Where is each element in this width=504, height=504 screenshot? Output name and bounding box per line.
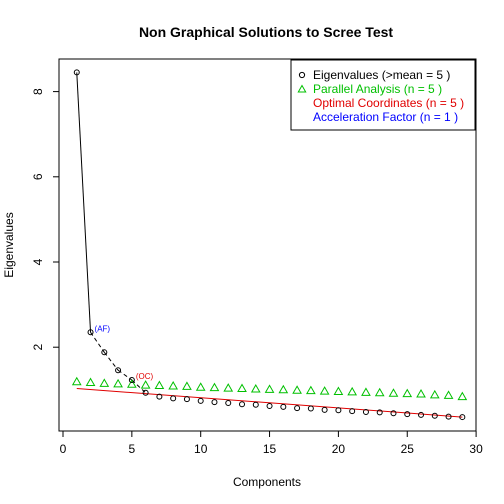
parallel-analysis-point <box>195 382 206 391</box>
eigenvalue-point <box>170 395 177 402</box>
eigenvalue-point <box>349 408 356 415</box>
parallel-analysis-point <box>319 386 330 395</box>
parallel-analysis-point <box>182 381 192 390</box>
eigenvalue-point <box>211 399 218 406</box>
eigenvalue-point <box>307 405 314 412</box>
parallel-analysis-point <box>388 388 399 397</box>
y-axis-label: Eigenvalues <box>2 212 16 277</box>
y-tick-label: 8 <box>31 88 45 95</box>
parallel-analysis-point <box>250 383 261 393</box>
parallel-analysis-point <box>223 383 234 392</box>
parallel-analysis-point <box>71 376 82 386</box>
annotation-label: (OC) <box>136 372 154 381</box>
x-tick-label: 20 <box>332 442 346 456</box>
x-axis: 0 5 10 15 20 25 30 <box>60 430 483 456</box>
parallel-analysis-point <box>416 389 426 398</box>
parallel-analysis-point <box>140 380 151 389</box>
eigenvalue-point <box>335 407 342 414</box>
optimal-coordinates-segment <box>76 388 463 418</box>
eigenvalue-point <box>376 409 383 416</box>
eigenvalue-point <box>294 405 301 412</box>
x-tick-label: 30 <box>469 442 483 456</box>
x-tick-label: 5 <box>129 442 136 456</box>
eigenvalue-point <box>431 412 438 419</box>
parallel-analysis-point <box>361 387 371 396</box>
eigenvalue-point <box>87 329 94 336</box>
eigenvalue-point <box>459 414 466 421</box>
optimal-coordinates-line <box>76 388 463 418</box>
eigenvalue-point <box>225 400 232 407</box>
legend-parallel-triangle-icon <box>297 84 307 93</box>
parallel-analysis-point <box>374 387 385 397</box>
parallel-analysis-point <box>85 377 96 387</box>
parallel-analysis-point <box>154 380 165 390</box>
eigenvalue-point <box>115 367 122 374</box>
eigenvalue-point <box>73 69 80 76</box>
eigenvalue-point <box>266 402 273 409</box>
eigenvalue-point <box>404 411 411 418</box>
parallel-analysis-point <box>292 385 302 394</box>
eigenvalue-point <box>128 377 135 384</box>
parallel-analysis-point <box>305 385 316 395</box>
eigenvalue-point <box>362 408 369 415</box>
eigenvalue-point <box>239 401 246 408</box>
parallel-analysis-point <box>443 390 454 399</box>
legend-box <box>290 59 476 131</box>
eigenvalue-point <box>418 411 425 418</box>
legend-eigenvalues: Eigenvalues (>mean = 5 ) <box>313 68 450 82</box>
x-tick-label: 15 <box>263 442 277 456</box>
eigenvalue-point <box>252 401 259 408</box>
eigenvalue-solid-segment <box>76 72 92 333</box>
parallel-analysis-point <box>168 380 179 390</box>
legend-eigenvalue-circle-icon <box>298 71 306 79</box>
eigenvalue-point <box>321 406 328 413</box>
parallel-analysis-point <box>237 383 247 393</box>
x-tick-label: 25 <box>401 442 415 456</box>
parallel-analysis-point <box>209 382 220 392</box>
eigenvalue-point <box>280 403 287 410</box>
eigenvalue-point <box>197 397 204 404</box>
x-tick-label: 10 <box>194 442 208 456</box>
parallel-analysis-point <box>264 384 275 393</box>
eigenvalue-point <box>445 413 452 420</box>
y-tick-label: 2 <box>31 344 45 351</box>
eigenvalue-dashed-piece <box>103 352 119 371</box>
chart-annotations: (AF) (OC) <box>95 324 154 381</box>
x-tick-label: 0 <box>60 442 67 456</box>
y-axis: 2 4 6 8 <box>31 88 60 351</box>
legend-parallel-analysis: Parallel Analysis (n = 5 ) <box>313 82 442 96</box>
chart-title: Non Graphical Solutions to Scree Test <box>139 24 393 40</box>
parallel-analysis-point <box>402 388 413 398</box>
eigenvalue-point <box>390 410 397 417</box>
eigenvalue-line <box>76 72 92 333</box>
annotation-label: (AF) <box>95 324 111 333</box>
parallel-analysis-point <box>99 378 110 387</box>
eigenvalue-dashed-piece <box>131 379 146 394</box>
parallel-analysis-point <box>429 389 440 399</box>
parallel-analysis-point <box>126 379 137 388</box>
parallel-analysis-point <box>457 391 468 401</box>
parallel-analysis-point <box>347 386 358 396</box>
y-tick-label: 4 <box>31 258 45 265</box>
parallel-analysis-point <box>278 384 289 394</box>
legend: Eigenvalues (>mean = 5 ) Parallel Analys… <box>290 59 476 131</box>
legend-acceleration-factor: Acceleration Factor (n = 1 ) <box>313 110 458 124</box>
x-axis-label: Components <box>233 475 301 489</box>
y-tick-label: 6 <box>31 173 45 180</box>
eigenvalue-point <box>142 389 149 396</box>
parallel-analysis-point <box>113 378 123 388</box>
eigenvalue-point <box>183 396 190 403</box>
eigenvalue-point <box>101 349 108 356</box>
eigenvalue-point <box>156 393 163 400</box>
legend-optimal-coordinates: Optimal Coordinates (n = 5 ) <box>313 96 464 110</box>
chart-marks <box>71 69 468 421</box>
parallel-analysis-point <box>333 386 344 396</box>
